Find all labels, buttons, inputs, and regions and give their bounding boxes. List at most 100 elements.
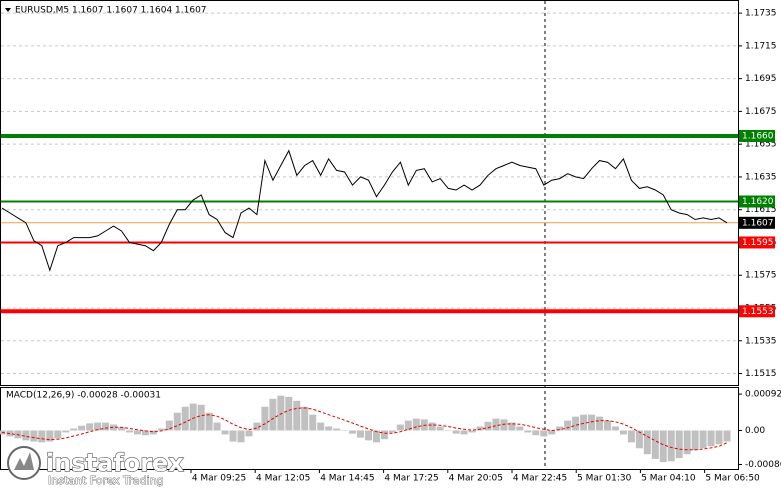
macd-bar: [532, 430, 540, 436]
x-tick-label: 4 Mar 12:05: [256, 474, 310, 484]
x-tick-label: 4 Mar 14:45: [320, 474, 374, 484]
macd-bar: [364, 430, 372, 441]
macd-bar: [173, 412, 181, 431]
level-label: 1.1620: [742, 197, 774, 207]
macd-bar: [524, 430, 532, 433]
macd-bar: [428, 422, 436, 431]
macd-bar: [165, 420, 173, 431]
macd-bar: [78, 425, 86, 431]
y-tick-label: 1.1575: [745, 271, 777, 281]
macd-bar: [125, 430, 133, 433]
macd-title: MACD(12,26,9) -0.00028 -0.00031: [6, 391, 161, 401]
y-tick-label: 1.1635: [745, 172, 777, 182]
macd-bar: [149, 430, 157, 435]
x-tick-label: 4 Mar 22:45: [513, 474, 567, 484]
x-tick-label: 4 Mar 20:05: [449, 474, 503, 484]
macd-bar: [102, 422, 110, 431]
macd-bar: [189, 403, 197, 431]
macd-bar: [596, 416, 604, 431]
macd-bar: [6, 430, 14, 437]
macd-bar: [388, 430, 396, 433]
macd-bar: [349, 430, 357, 434]
macd-bar: [603, 420, 611, 431]
macd-bar: [118, 427, 126, 431]
last-price-label: 1.1607: [742, 218, 774, 228]
macd-bar: [293, 400, 301, 431]
y-tick-label: 0.00092: [745, 390, 781, 400]
macd-bar: [564, 420, 572, 431]
macd-bar: [404, 420, 412, 431]
macd-bar: [245, 430, 253, 437]
y-tick-label: 1.1735: [745, 9, 777, 19]
macd-bar: [651, 430, 659, 459]
y-tick-label: 1.1655: [745, 140, 777, 150]
macd-bar: [54, 430, 62, 439]
macd-bar: [508, 422, 516, 431]
layer: 1.1735 1.1715 1.1695 1.1675 1.1655 1.1635 1.16…: [0, 9, 781, 484]
macd-bar: [70, 428, 78, 431]
macd-bar: [715, 430, 723, 445]
level-label: 1.1660: [742, 131, 774, 141]
y-tick-label: 0.00: [745, 426, 765, 436]
macd-bar: [277, 395, 285, 431]
macd-bar: [181, 406, 189, 431]
macd-bar: [285, 396, 293, 431]
macd-bar: [213, 422, 221, 431]
title-arrow: [5, 8, 11, 12]
macd-bar: [38, 430, 46, 443]
watermark: instaforex Instant Forex Trading: [7, 446, 185, 487]
y-tick-label: 1.1695: [745, 74, 777, 84]
chart-title: EURUSD,M5 1.1607 1.1607 1.1604 1.1607: [15, 6, 207, 16]
macd-bar: [341, 430, 349, 431]
macd-bar: [476, 426, 484, 431]
level-label-bg: [739, 129, 775, 142]
macd-bar: [157, 428, 165, 431]
macd-bar: [357, 430, 365, 438]
macd-bar: [683, 430, 691, 455]
level-label: 1.1595: [742, 238, 774, 248]
x-tick-label: 5 Mar 06:50: [705, 474, 760, 484]
macd-bar: [659, 430, 667, 463]
macd-bar: [261, 406, 269, 431]
level-label-bg: [739, 195, 775, 208]
macd-bar: [707, 430, 715, 447]
macd-bar: [588, 414, 596, 431]
signal-line: [1, 407, 728, 451]
macd-bar: [253, 422, 261, 431]
macd-bar: [572, 416, 580, 431]
macd-bar: [619, 430, 627, 435]
macd-bar: [492, 418, 500, 431]
logo-ring: [7, 446, 41, 480]
macd-bar: [580, 414, 588, 431]
macd-bar: [372, 430, 380, 443]
macd-bar: [412, 418, 420, 431]
macd-bar: [46, 430, 54, 442]
macd-bar: [309, 414, 317, 431]
macd-bar: [699, 430, 707, 449]
y-tick-label: 1.1675: [745, 107, 777, 117]
x-tick-label: 4 Mar 17:25: [384, 474, 438, 484]
y-tick-label: 1.1535: [745, 336, 777, 346]
macd-bar: [269, 398, 277, 431]
macd-bar: [643, 430, 651, 455]
macd-bar: [94, 422, 102, 431]
macd-bar: [30, 430, 38, 442]
level-label-bg: [739, 236, 775, 249]
macd-bar: [460, 430, 468, 435]
macd-bar: [691, 430, 699, 451]
macd-bar: [548, 430, 556, 435]
x-tick-label: 4 Mar 09:25: [192, 474, 246, 484]
macd-bar: [229, 430, 237, 442]
last-price-bg: [739, 216, 775, 229]
macd-bar: [627, 430, 635, 443]
macd-bar: [556, 426, 564, 431]
macd-bar: [317, 422, 325, 431]
macd-bar: [540, 430, 548, 437]
y-tick-label: 1.1615: [745, 205, 777, 215]
macd-bar: [468, 430, 476, 433]
macd-bar: [635, 430, 643, 449]
macd-bar: [444, 430, 452, 431]
